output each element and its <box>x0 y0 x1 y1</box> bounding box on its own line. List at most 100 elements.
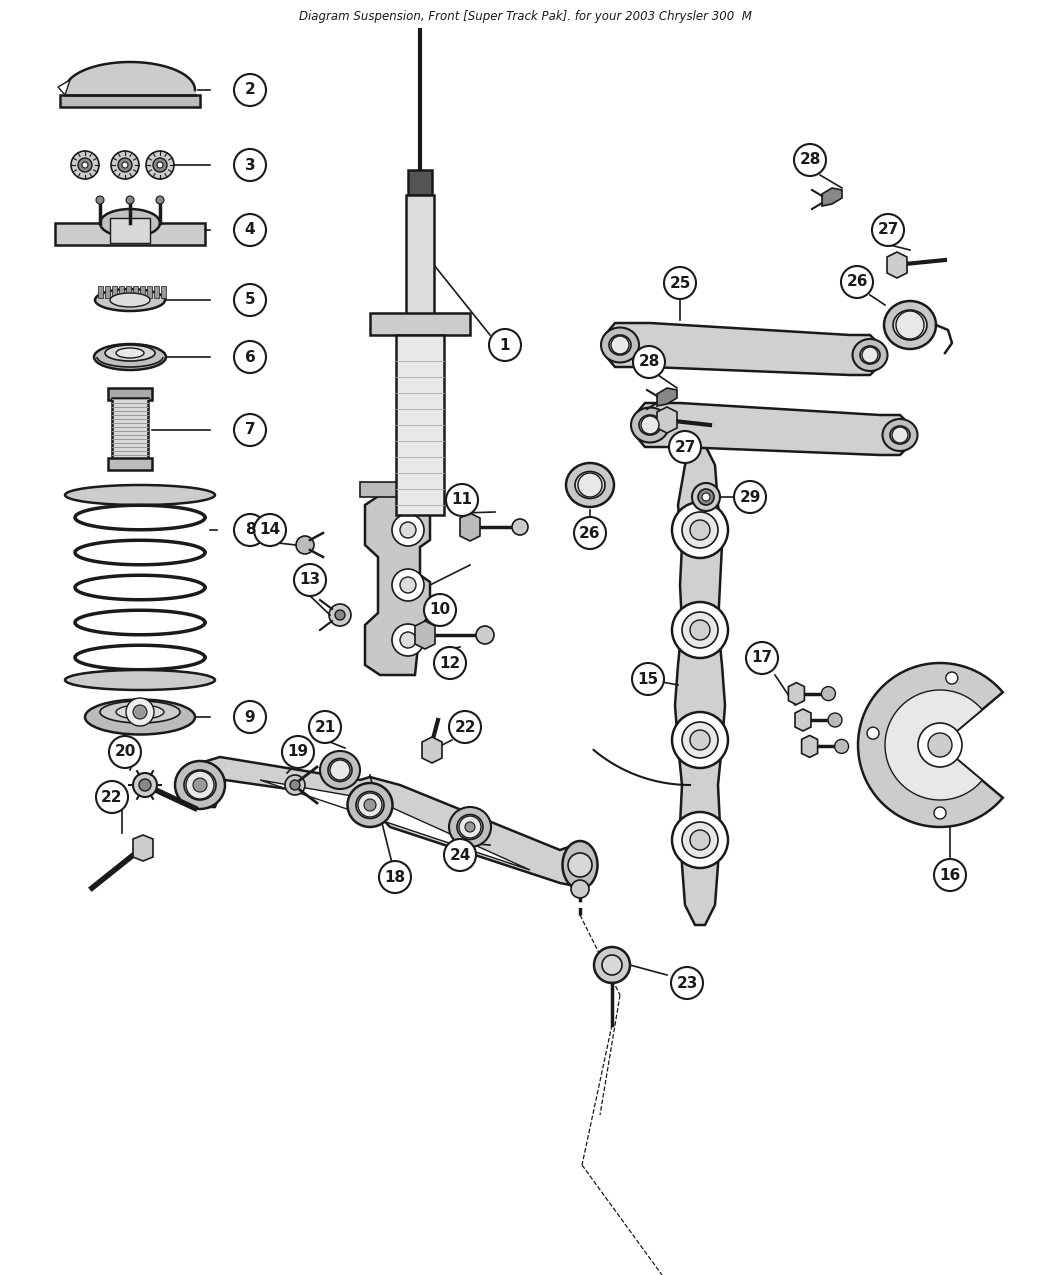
Circle shape <box>186 771 214 799</box>
Circle shape <box>234 74 266 106</box>
Text: 24: 24 <box>449 848 470 862</box>
Circle shape <box>841 266 873 298</box>
Text: 3: 3 <box>245 158 255 172</box>
Circle shape <box>934 807 946 819</box>
Ellipse shape <box>566 463 614 507</box>
Circle shape <box>379 861 411 892</box>
Bar <box>408 170 432 195</box>
Circle shape <box>126 697 154 725</box>
Circle shape <box>698 490 714 505</box>
Circle shape <box>392 569 424 601</box>
Bar <box>360 482 420 497</box>
Circle shape <box>465 822 475 833</box>
Circle shape <box>602 955 622 975</box>
Polygon shape <box>133 835 153 861</box>
Polygon shape <box>657 388 677 405</box>
Bar <box>140 286 145 298</box>
Circle shape <box>690 620 710 640</box>
Circle shape <box>424 594 456 626</box>
Circle shape <box>285 775 304 796</box>
Polygon shape <box>858 663 1003 827</box>
Circle shape <box>109 736 141 768</box>
Ellipse shape <box>563 842 597 889</box>
Circle shape <box>690 731 710 750</box>
Text: 16: 16 <box>940 867 961 882</box>
Circle shape <box>254 514 286 546</box>
Text: 15: 15 <box>637 672 658 686</box>
Circle shape <box>672 812 728 868</box>
Circle shape <box>821 687 836 700</box>
Text: 22: 22 <box>455 719 476 734</box>
Text: 25: 25 <box>669 275 691 291</box>
Circle shape <box>133 705 147 719</box>
Bar <box>147 286 152 298</box>
Circle shape <box>489 329 521 361</box>
Circle shape <box>862 347 878 363</box>
Circle shape <box>294 564 325 595</box>
Polygon shape <box>260 780 530 870</box>
Text: 4: 4 <box>245 223 255 237</box>
Text: 9: 9 <box>245 709 255 724</box>
Ellipse shape <box>116 705 164 719</box>
Polygon shape <box>365 495 430 674</box>
Text: 28: 28 <box>638 354 659 370</box>
Text: 19: 19 <box>288 745 309 760</box>
Polygon shape <box>801 736 818 757</box>
Ellipse shape <box>892 310 927 340</box>
Polygon shape <box>605 323 880 375</box>
Circle shape <box>71 150 99 178</box>
Circle shape <box>234 284 266 316</box>
Circle shape <box>400 578 416 593</box>
Circle shape <box>335 609 345 620</box>
Ellipse shape <box>175 761 225 810</box>
Circle shape <box>392 514 424 546</box>
Circle shape <box>118 158 132 172</box>
Polygon shape <box>789 682 804 705</box>
Circle shape <box>234 701 266 733</box>
Text: 7: 7 <box>245 422 255 437</box>
Circle shape <box>702 493 710 501</box>
Ellipse shape <box>100 209 160 237</box>
Text: 13: 13 <box>299 572 320 588</box>
Text: 11: 11 <box>452 492 472 507</box>
Ellipse shape <box>105 346 155 361</box>
Text: 18: 18 <box>384 870 405 885</box>
Circle shape <box>672 502 728 558</box>
Circle shape <box>611 337 629 354</box>
Circle shape <box>449 711 481 743</box>
Polygon shape <box>58 80 70 96</box>
Circle shape <box>234 149 266 181</box>
Circle shape <box>476 626 494 644</box>
Bar <box>396 335 444 515</box>
Circle shape <box>309 711 341 743</box>
Text: 17: 17 <box>752 650 773 666</box>
Text: 22: 22 <box>101 789 123 805</box>
Circle shape <box>400 521 416 538</box>
Polygon shape <box>885 690 982 799</box>
Circle shape <box>928 733 952 757</box>
Ellipse shape <box>85 700 195 734</box>
Circle shape <box>571 880 589 898</box>
Circle shape <box>568 853 592 877</box>
Circle shape <box>574 516 606 550</box>
Text: 28: 28 <box>799 153 821 167</box>
Circle shape <box>126 196 134 204</box>
Circle shape <box>872 214 904 246</box>
Text: 23: 23 <box>676 975 697 991</box>
Circle shape <box>133 773 158 797</box>
Text: 21: 21 <box>314 719 336 734</box>
Circle shape <box>234 214 266 246</box>
Circle shape <box>364 799 376 811</box>
Text: 20: 20 <box>114 745 135 760</box>
Ellipse shape <box>457 815 483 839</box>
Circle shape <box>578 473 602 497</box>
Circle shape <box>734 481 766 513</box>
Polygon shape <box>675 445 724 924</box>
Ellipse shape <box>94 344 166 370</box>
Bar <box>126 286 131 298</box>
Bar <box>98 286 103 298</box>
Text: 10: 10 <box>429 603 450 617</box>
Circle shape <box>828 713 842 727</box>
Circle shape <box>794 144 826 176</box>
Circle shape <box>682 822 718 858</box>
